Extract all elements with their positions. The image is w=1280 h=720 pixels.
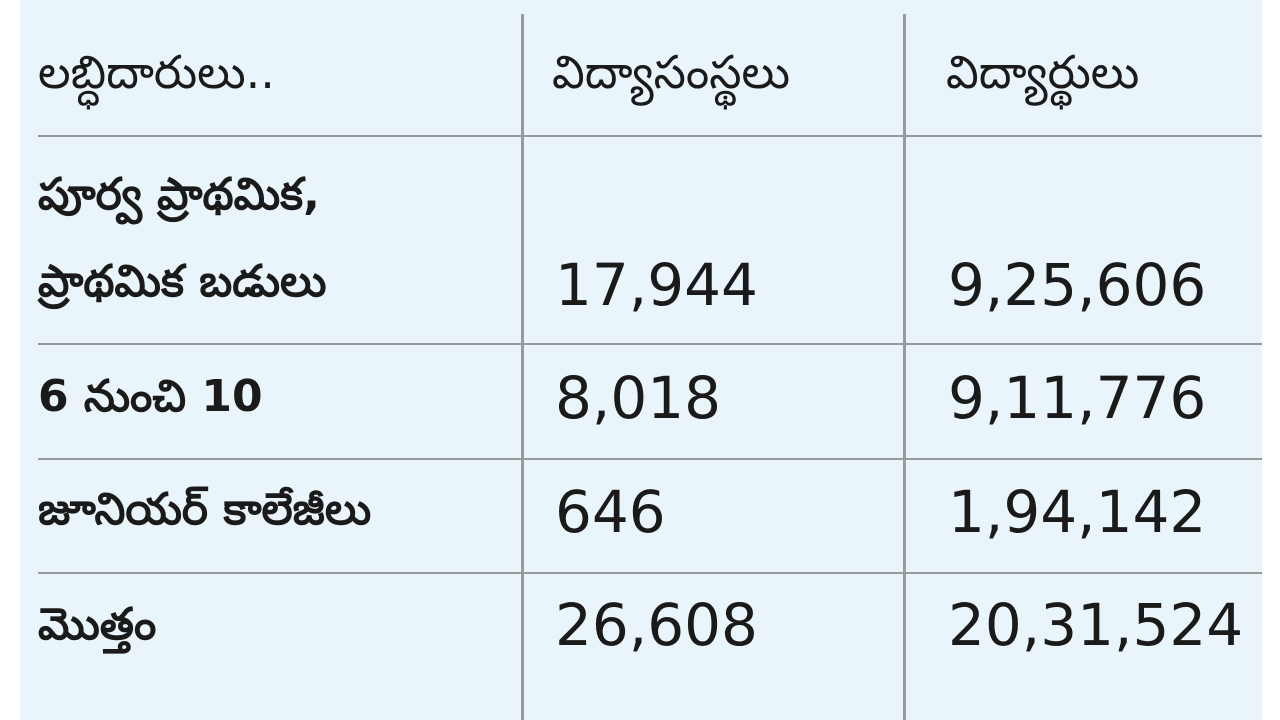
value-cell: 26,608 bbox=[555, 591, 758, 659]
value-cell: 9,25,606 bbox=[948, 251, 1207, 319]
header-cell: లబ్ధిదారులు.. bbox=[38, 45, 275, 99]
value-cell: 17,944 bbox=[555, 251, 758, 319]
value-cell: 1,94,142 bbox=[948, 478, 1207, 546]
column-divider bbox=[521, 14, 524, 720]
header-cell: విద్యాసంస్థలు bbox=[552, 45, 791, 99]
row-divider bbox=[38, 572, 1262, 574]
value-cell: 20,31,524 bbox=[948, 591, 1244, 659]
header-cell: విద్యార్థులు bbox=[946, 45, 1140, 99]
row-label: జూనియర్ కాలేజీలు bbox=[38, 484, 372, 535]
table-panel bbox=[20, 0, 1262, 720]
row-divider bbox=[38, 458, 1262, 460]
value-cell: 646 bbox=[555, 478, 666, 546]
row-divider bbox=[38, 135, 1262, 137]
column-divider bbox=[903, 14, 906, 720]
row-label: 6 నుంచి 10 bbox=[38, 371, 263, 422]
row-label: పూర్వ ప్రాథమిక, bbox=[38, 169, 320, 220]
row-divider bbox=[38, 343, 1262, 345]
row-label: మొత్తం bbox=[38, 599, 157, 650]
value-cell: 9,11,776 bbox=[948, 364, 1207, 432]
row-label: ప్రాథమిక బడులు bbox=[38, 256, 327, 307]
value-cell: 8,018 bbox=[555, 364, 722, 432]
